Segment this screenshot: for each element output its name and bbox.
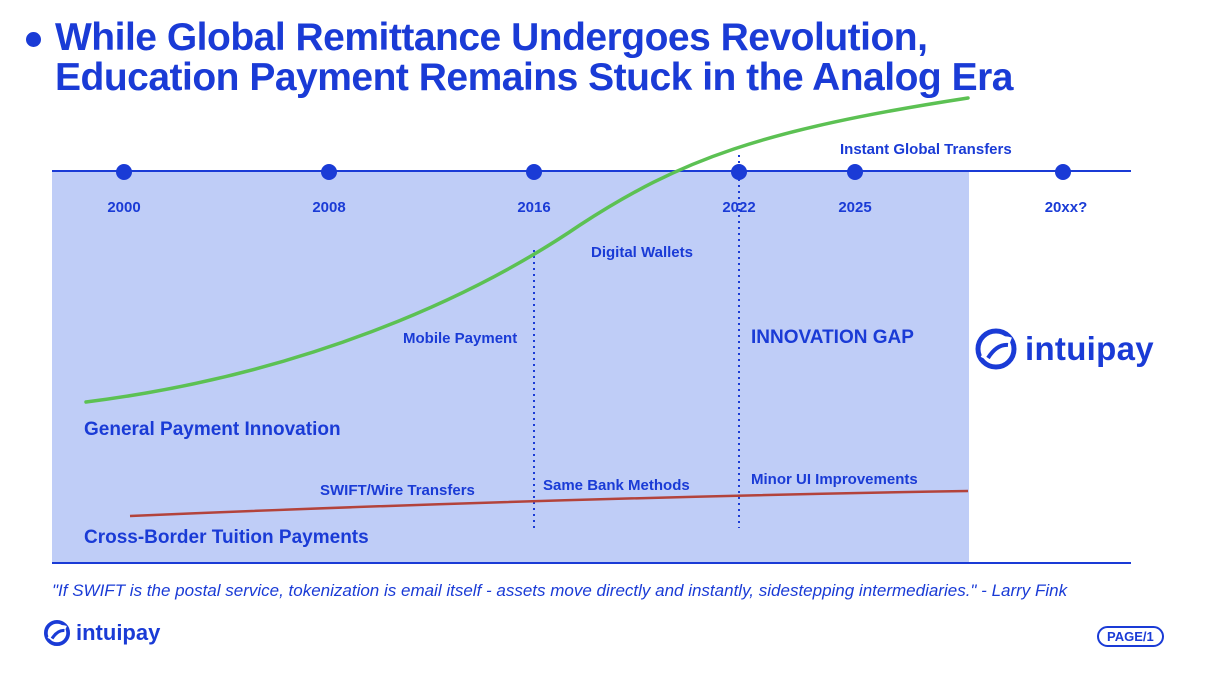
- label-swift-wire: SWIFT/Wire Transfers: [320, 482, 475, 499]
- year-dot: [526, 164, 542, 180]
- year-label: 2022: [722, 199, 755, 216]
- year-label: 2008: [312, 199, 345, 216]
- tuition-payment-line: [129, 489, 969, 518]
- label-general-payment-innovation: General Payment Innovation: [84, 419, 341, 440]
- brand-name: intuipay: [1025, 330, 1154, 367]
- brand-name: intuipay: [76, 620, 161, 645]
- year-dot: [731, 164, 747, 180]
- year-label: 2025: [838, 199, 871, 216]
- year-dot: [321, 164, 337, 180]
- intuipay-logo-icon: [44, 620, 70, 646]
- year-label: 2000: [107, 199, 140, 216]
- title-text: While Global Remittance Undergoes Revolu…: [55, 18, 1013, 98]
- page-title: While Global Remittance Undergoes Revolu…: [26, 18, 1013, 98]
- brand-logo-large: intuipay: [975, 328, 1154, 370]
- label-mobile-payment: Mobile Payment: [403, 330, 517, 347]
- label-minor-ui-improvements: Minor UI Improvements: [751, 471, 918, 488]
- shaded-panel: [52, 171, 969, 563]
- page-number-badge: PAGE/1: [1097, 626, 1164, 647]
- year-dot: [116, 164, 132, 180]
- brand-logo-footer: intuipay: [44, 620, 160, 646]
- label-innovation-gap: INNOVATION GAP: [751, 327, 914, 348]
- year-label: 20xx?: [1045, 199, 1088, 216]
- quote-text: "If SWIFT is the postal service, tokeniz…: [52, 581, 1068, 600]
- intuipay-logo-icon: [975, 328, 1017, 370]
- label-same-bank-methods: Same Bank Methods: [543, 477, 690, 494]
- year-dot: [847, 164, 863, 180]
- year-label: 2016: [517, 199, 550, 216]
- year-dot: [1055, 164, 1071, 180]
- label-instant-global-transfers: Instant Global Transfers: [840, 141, 1012, 158]
- title-bullet: [26, 32, 41, 47]
- general-payment-curve: [84, 96, 970, 404]
- label-digital-wallets: Digital Wallets: [591, 244, 693, 261]
- label-cross-border-tuition: Cross-Border Tuition Payments: [84, 527, 369, 548]
- title-line-2: Education Payment Remains Stuck in the A…: [55, 56, 1013, 99]
- title-line-1: While Global Remittance Undergoes Revolu…: [55, 16, 928, 59]
